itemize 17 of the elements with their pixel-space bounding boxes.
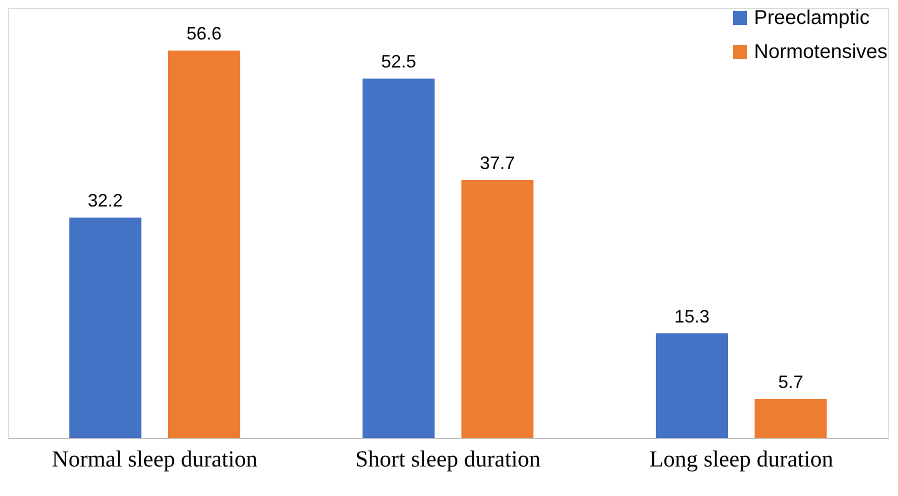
legend-label: Preeclamptic	[754, 7, 870, 29]
bar	[362, 78, 435, 438]
bar	[168, 50, 240, 438]
bar	[461, 180, 534, 438]
data-label: 15.3	[674, 306, 710, 326]
data-label: 52.5	[381, 52, 416, 72]
x-tick-label: Short sleep duration	[355, 446, 542, 472]
x-tick-label: Long sleep duration	[649, 446, 834, 472]
data-label: 56.6	[186, 24, 222, 44]
data-label: 37.7	[480, 152, 515, 173]
data-label: 32.2	[88, 190, 123, 211]
x-tick-label: Normal sleep duration	[52, 446, 258, 472]
bar	[69, 218, 142, 438]
data-label: 5.7	[778, 372, 804, 392]
bar	[754, 398, 827, 438]
bar	[656, 333, 728, 438]
legend-label: Normotensives	[754, 41, 888, 63]
